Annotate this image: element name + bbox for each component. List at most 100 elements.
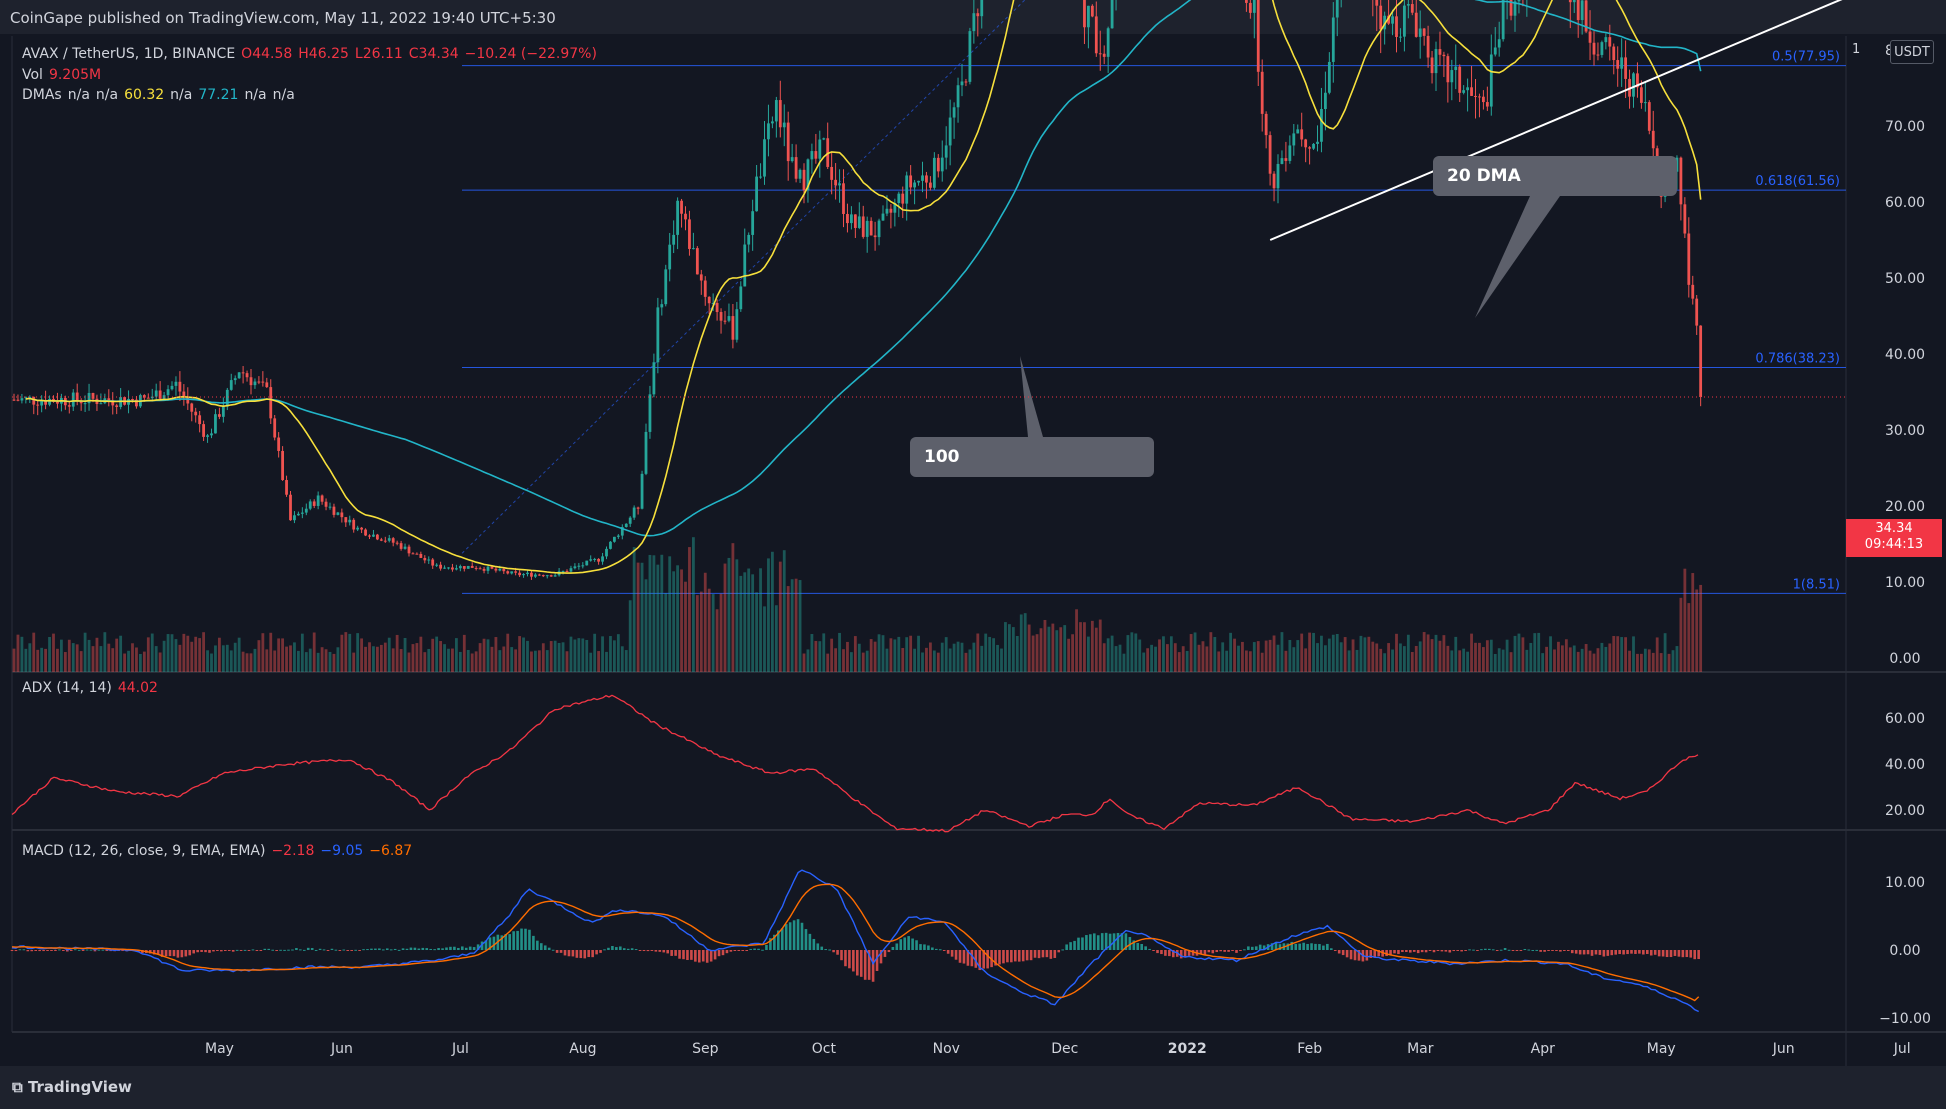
- candle-body: [498, 568, 502, 571]
- macd-histogram-bar: [701, 950, 705, 962]
- volume-bar: [297, 650, 300, 672]
- volume-bar: [1154, 646, 1157, 672]
- volume-bar: [881, 635, 885, 672]
- volume-bar: [1391, 649, 1394, 672]
- volume-bar: [1343, 637, 1347, 672]
- volume-bar: [802, 653, 806, 672]
- volume-bar: [360, 638, 363, 672]
- volume-bar: [597, 651, 600, 672]
- volume-bar: [778, 561, 782, 672]
- volume-bar: [956, 641, 960, 672]
- candle-body: [1501, 0, 1505, 40]
- candle-body: [1588, 31, 1592, 43]
- macd-histogram-bar: [397, 949, 401, 951]
- macd-histogram-bar: [1298, 943, 1301, 950]
- volume-bar: [1035, 634, 1039, 672]
- candle-body: [944, 145, 948, 158]
- x-tick-label: Jun: [1772, 1041, 1795, 1057]
- volume-bar: [1031, 635, 1035, 672]
- volume-bar: [1450, 650, 1454, 672]
- candle-body: [44, 400, 47, 405]
- macd-histogram-bar: [891, 946, 895, 950]
- volume-bar: [1185, 650, 1189, 672]
- candle-body: [506, 571, 510, 574]
- volume-bar: [1225, 650, 1229, 672]
- candle-body: [360, 527, 363, 530]
- vol-value: 9.205M: [48, 67, 102, 83]
- macd-histogram-bar: [1657, 950, 1661, 957]
- candle-body: [1450, 70, 1454, 83]
- macd-histogram-bar: [101, 949, 105, 951]
- macd-histogram-bar: [646, 950, 650, 952]
- candle-body: [818, 139, 822, 159]
- candle-body: [1090, 5, 1094, 17]
- volume-bar: [407, 652, 411, 672]
- fib-level-label: 0.618(61.56): [1755, 174, 1840, 189]
- macd-histogram-bar: [749, 948, 752, 950]
- candle-body: [79, 400, 83, 404]
- candle-body: [806, 159, 810, 191]
- volume-bar: [1260, 652, 1264, 672]
- volume-bar: [249, 653, 253, 672]
- volume-bar: [1442, 635, 1446, 672]
- price-tick-label: 0.00: [1889, 651, 1920, 667]
- candle-body: [660, 304, 664, 308]
- volume-bar: [336, 647, 340, 672]
- candle-body: [1102, 53, 1106, 57]
- candle-body: [1264, 113, 1268, 136]
- macd-histogram-bar: [255, 950, 259, 951]
- macd-histogram-bar: [168, 950, 172, 957]
- macd-histogram-bar: [1543, 950, 1546, 952]
- macd-histogram-bar: [1503, 948, 1507, 950]
- candle-body: [573, 566, 577, 569]
- macd-histogram-bar: [184, 950, 188, 957]
- macd-histogram-bar: [622, 948, 626, 950]
- volume-bar: [107, 643, 111, 672]
- x-tick-label: Oct: [812, 1041, 837, 1057]
- macd-histogram-bar: [156, 950, 160, 955]
- volume-bar: [865, 650, 869, 672]
- volume-bar: [715, 609, 719, 672]
- macd-histogram-bar: [611, 945, 614, 950]
- volume-bar: [1667, 653, 1671, 672]
- last-price-tag: 34.34 09:44:13: [1846, 519, 1942, 557]
- volume-bar: [1426, 634, 1430, 672]
- macd-histogram-bar: [1420, 950, 1424, 953]
- candle-body: [664, 269, 668, 305]
- unit-button[interactable]: USDT: [1890, 40, 1934, 64]
- macd-histogram-bar: [30, 950, 34, 952]
- fib-level-label: 0.5(77.95): [1772, 50, 1840, 65]
- macd-histogram-bar: [1322, 945, 1325, 950]
- volume-bar: [905, 637, 909, 672]
- macd-histogram-bar: [34, 950, 37, 951]
- macd-tick-label: 0.00: [1889, 943, 1920, 959]
- volume-bar: [624, 650, 628, 672]
- macd-histogram-bar: [500, 935, 504, 950]
- volume-bar: [312, 632, 316, 672]
- macd-histogram-bar: [796, 919, 800, 950]
- macd-histogram-bar: [1649, 950, 1653, 956]
- volume-bar: [1237, 645, 1240, 672]
- tradingview-brand[interactable]: ⧉ TradingView: [12, 1078, 132, 1096]
- macd-histogram-bar: [777, 930, 780, 950]
- volume-bar: [36, 649, 40, 672]
- volume-bar: [1671, 650, 1675, 672]
- macd-histogram-bar: [986, 950, 989, 969]
- candle-body: [684, 213, 687, 220]
- macd-histogram-bar: [429, 948, 432, 950]
- volume-bar: [929, 642, 932, 672]
- candle-body: [1256, 0, 1260, 72]
- volume-bar: [1600, 642, 1604, 672]
- volume-bar: [794, 578, 798, 672]
- volume-bar: [553, 640, 557, 672]
- volume-bar: [1359, 635, 1363, 672]
- candle-body: [1087, 5, 1090, 28]
- volume-bar: [273, 650, 277, 672]
- volume-bar: [735, 559, 739, 672]
- volume-bar: [364, 646, 367, 672]
- macd-histogram-bar: [1693, 950, 1696, 960]
- volume-bar: [12, 648, 16, 672]
- volume-bar: [1553, 649, 1556, 672]
- volume-bar: [146, 637, 150, 672]
